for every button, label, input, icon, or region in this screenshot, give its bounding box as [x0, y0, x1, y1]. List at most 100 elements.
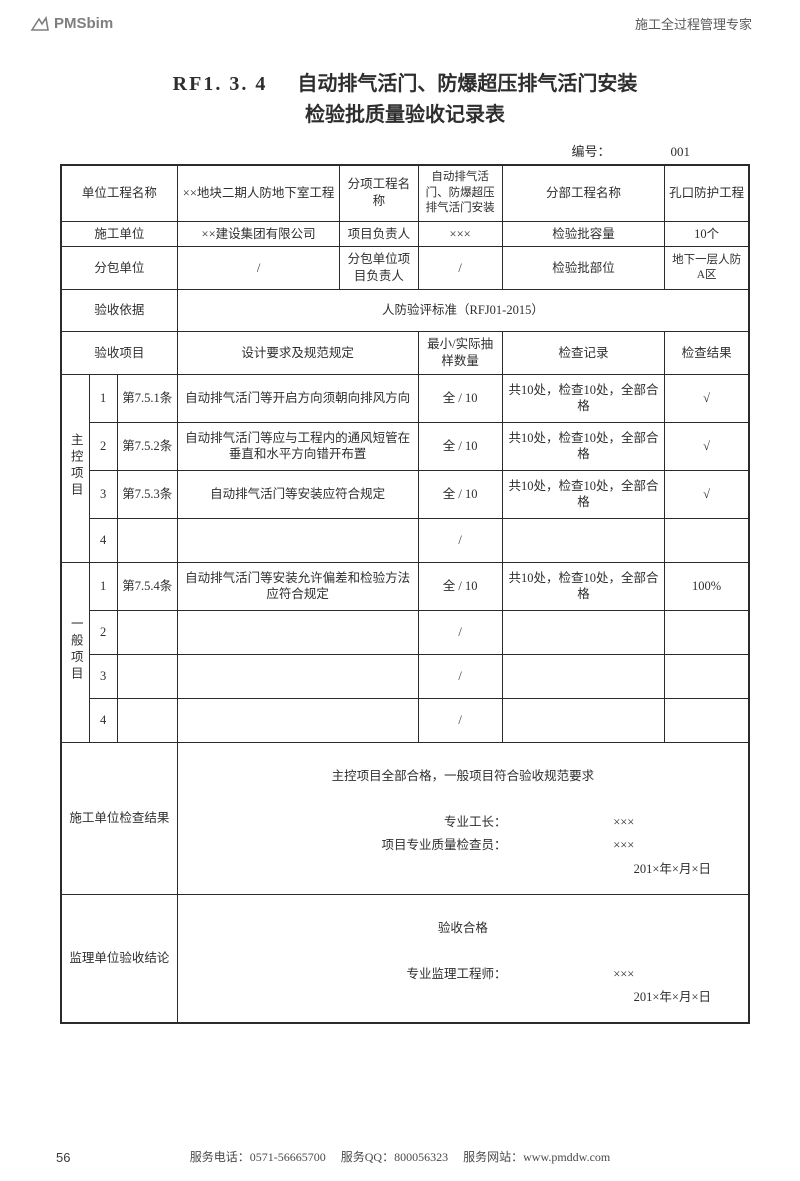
value-pm: ××× [418, 221, 502, 247]
label-construct-unit: 施工单位 [61, 221, 177, 247]
gen-no: 1 [89, 562, 117, 610]
main-clause: 第7.5.1条 [117, 374, 177, 422]
value-construct-unit: ××建设集团有限公司 [177, 221, 339, 247]
gen-req [177, 654, 418, 698]
footer-phone-label: 服务电话： [190, 1150, 250, 1164]
main-record [502, 518, 664, 562]
footer-site: www.pmddw.com [523, 1150, 610, 1164]
footer-qq: 800056323 [394, 1150, 448, 1164]
general-item-row: 4 / [61, 698, 749, 742]
serial-value: 001 [671, 144, 691, 159]
gen-record [502, 610, 664, 654]
value-sub-pm: / [418, 247, 502, 290]
info-row-3: 分包单位 / 分包单位项目负责人 / 检验批部位 地下一层人防A区 [61, 247, 749, 290]
gen-record [502, 698, 664, 742]
main-no: 4 [89, 518, 117, 562]
general-item-row: 2 / [61, 610, 749, 654]
gen-result [665, 698, 749, 742]
supervise-conclusion-label: 监理单位验收结论 [61, 894, 177, 1023]
construct-date: 201×年×月×日 [195, 858, 731, 882]
gen-record [502, 654, 664, 698]
header-result: 检查结果 [665, 332, 749, 375]
header-req: 设计要求及规范规定 [177, 332, 418, 375]
main-result: √ [665, 470, 749, 518]
supervise-conclusion-row: 监理单位验收结论 验收合格 专业监理工程师：××× 201×年×月×日 [61, 894, 749, 1023]
value-division: 孔口防护工程 [665, 165, 749, 221]
gen-result [665, 610, 749, 654]
gen-sample: / [418, 610, 502, 654]
doc-title-line1: 自动排气活门、防爆超压排气活门安装 [297, 73, 637, 95]
page-footer: 服务电话：0571-56665700 服务QQ：800056323 服务网站：w… [0, 1148, 800, 1165]
gen-clause [117, 654, 177, 698]
supervise-date: 201×年×月×日 [195, 986, 731, 1010]
brand-logo: PMSbim [30, 15, 113, 32]
main-record: 共10处，检查10处，全部合格 [502, 374, 664, 422]
brand-tagline: 施工全过程管理专家 [635, 14, 752, 33]
construct-conclusion-label: 施工单位检查结果 [61, 742, 177, 894]
gen-no: 4 [89, 698, 117, 742]
inspector-value: ××× [517, 834, 731, 858]
main-req: 自动排气活门等开启方向须朝向排风方向 [177, 374, 418, 422]
main-record: 共10处，检查10处，全部合格 [502, 470, 664, 518]
gen-record: 共10处，检查10处，全部合格 [502, 562, 664, 610]
header-record: 检查记录 [502, 332, 664, 375]
gen-req [177, 610, 418, 654]
foreman-value: ××× [517, 811, 731, 835]
serial-label: 编号： [571, 144, 610, 159]
header-item: 验收项目 [61, 332, 177, 375]
construct-conclusion-body: 主控项目全部合格，一般项目符合验收规范要求 专业工长：××× 项目专业质量检查员… [177, 742, 749, 894]
gen-req: 自动排气活门等安装允许偏差和检验方法应符合规定 [177, 562, 418, 610]
value-capacity: 10个 [665, 221, 749, 247]
main-clause: 第7.5.3条 [117, 470, 177, 518]
doc-code: RF1. 3. 4 [173, 73, 268, 95]
logo-icon [30, 16, 50, 32]
footer-site-label: 服务网站： [463, 1150, 523, 1164]
main-req [177, 518, 418, 562]
gen-sample: 全 / 10 [418, 562, 502, 610]
main-sample: 全 / 10 [418, 374, 502, 422]
main-sample: 全 / 10 [418, 422, 502, 470]
engineer-label: 专业监理工程师： [195, 963, 517, 987]
value-subitem: 自动排气活门、防爆超压排气活门安装 [418, 165, 502, 221]
footer-phone: 0571-56665700 [250, 1150, 326, 1164]
main-req: 自动排气活门等应与工程内的通风短管在垂直和水平方向错开布置 [177, 422, 418, 470]
group-general-text: 一般项目 [67, 617, 84, 683]
value-unit-project: ××地块二期人防地下室工程 [177, 165, 339, 221]
group-main-text: 主控项目 [67, 433, 84, 499]
main-req: 自动排气活门等安装应符合规定 [177, 470, 418, 518]
engineer-value: ××× [517, 963, 731, 987]
logo-text: PMSbim [54, 15, 113, 32]
label-position: 检验批部位 [502, 247, 664, 290]
main-no: 2 [89, 422, 117, 470]
info-row-1: 单位工程名称 ××地块二期人防地下室工程 分项工程名称 自动排气活门、防爆超压排… [61, 165, 749, 221]
label-basis: 验收依据 [61, 290, 177, 332]
label-pm: 项目负责人 [340, 221, 418, 247]
footer-qq-label: 服务QQ： [341, 1150, 394, 1164]
foreman-label: 专业工长： [195, 811, 517, 835]
supervise-summary: 验收合格 [195, 917, 731, 941]
main-record: 共10处，检查10处，全部合格 [502, 422, 664, 470]
gen-result: 100% [665, 562, 749, 610]
gen-req [177, 698, 418, 742]
label-unit-project: 单位工程名称 [61, 165, 177, 221]
serial-row: 编号： 001 [60, 141, 750, 160]
construct-conclusion-row: 施工单位检查结果 主控项目全部合格，一般项目符合验收规范要求 专业工长：××× … [61, 742, 749, 894]
page-header: PMSbim 施工全过程管理专家 [0, 0, 800, 33]
label-capacity: 检验批容量 [502, 221, 664, 247]
gen-no: 2 [89, 610, 117, 654]
gen-sample: / [418, 698, 502, 742]
main-result: √ [665, 374, 749, 422]
main-sample: / [418, 518, 502, 562]
general-item-row: 3 / [61, 654, 749, 698]
main-no: 3 [89, 470, 117, 518]
main-no: 1 [89, 374, 117, 422]
inspection-table: 单位工程名称 ××地块二期人防地下室工程 分项工程名称 自动排气活门、防爆超压排… [60, 164, 750, 1024]
main-item-row: 3 第7.5.3条 自动排气活门等安装应符合规定 全 / 10 共10处，检查1… [61, 470, 749, 518]
main-result: √ [665, 422, 749, 470]
main-sample: 全 / 10 [418, 470, 502, 518]
document-body: RF1. 3. 4自动排气活门、防爆超压排气活门安装 检验批质量验收记录表 编号… [0, 33, 800, 1024]
main-item-row: 主控项目 1 第7.5.1条 自动排气活门等开启方向须朝向排风方向 全 / 10… [61, 374, 749, 422]
gen-no: 3 [89, 654, 117, 698]
main-item-row: 4 / [61, 518, 749, 562]
label-sub-pm: 分包单位项目负责人 [340, 247, 418, 290]
